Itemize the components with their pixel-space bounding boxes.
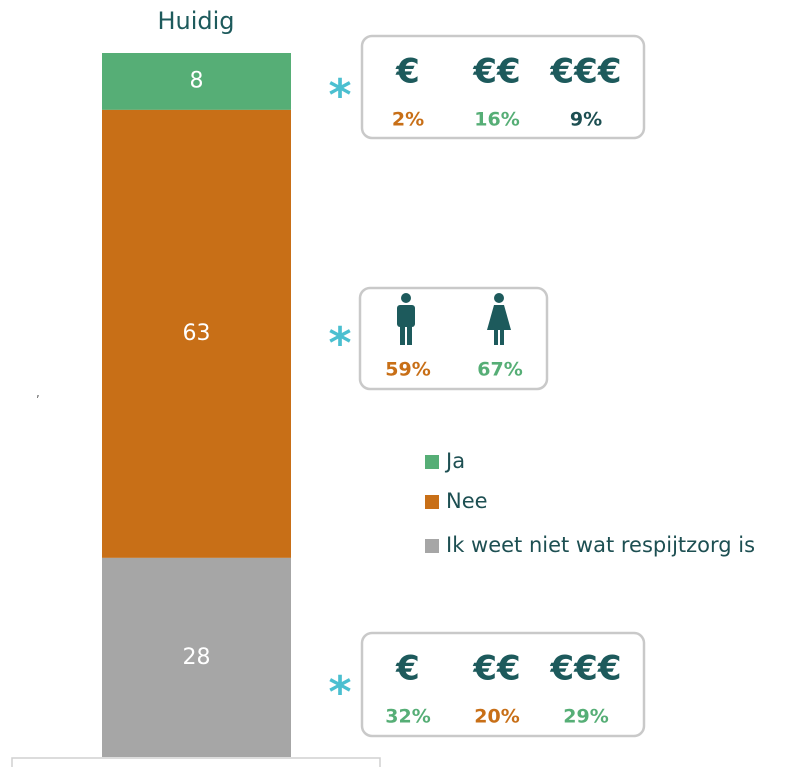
annotation-box — [358, 286, 549, 391]
percentage: 59% — [385, 359, 430, 381]
percentage: 20% — [474, 706, 519, 728]
currency-symbol: € — [395, 52, 420, 92]
percentage: 67% — [477, 359, 522, 381]
bar-segment — [102, 53, 291, 110]
legend-swatch — [425, 455, 439, 469]
asterisk: * — [328, 318, 351, 369]
legend-swatch — [425, 539, 439, 553]
legend-label: Ik weet niet wat respijtzorg is — [446, 533, 755, 557]
data-label: 8 — [190, 68, 204, 93]
asterisk: * — [328, 667, 351, 718]
chart-title: Huidig — [157, 7, 234, 35]
bar-segment — [102, 557, 291, 757]
percentage: 29% — [563, 706, 608, 728]
legend-label: Ja — [444, 449, 465, 473]
annotation-box — [360, 34, 646, 140]
frame-edge — [11, 757, 381, 767]
stray-text: , — [36, 386, 40, 400]
annotation-box — [360, 631, 646, 738]
man-icon — [397, 293, 415, 345]
percentage: 16% — [474, 109, 519, 131]
currency-symbol: €€ — [472, 52, 520, 92]
data-label: 63 — [183, 321, 211, 346]
currency-symbol: €€ — [472, 649, 520, 689]
currency-symbol: € — [395, 649, 420, 689]
data-label: 28 — [183, 645, 211, 670]
woman-icon — [487, 293, 511, 345]
legend-label: Nee — [446, 489, 488, 513]
asterisk: * — [328, 70, 351, 121]
currency-symbol: €€€ — [550, 52, 622, 92]
bar-segment — [102, 109, 291, 558]
currency-symbol: €€€ — [550, 649, 622, 689]
percentage: 9% — [570, 109, 602, 131]
legend-swatch — [425, 495, 439, 509]
percentage: 32% — [385, 706, 430, 728]
percentage: 2% — [392, 109, 424, 131]
